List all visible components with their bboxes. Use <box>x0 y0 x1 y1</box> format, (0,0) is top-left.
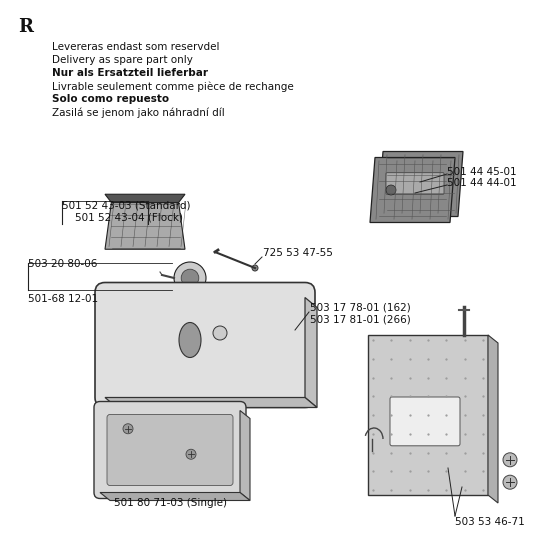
Text: Livrable seulement comme pièce de rechange: Livrable seulement comme pièce de rechan… <box>52 81 294 91</box>
Text: Delivery as spare part only: Delivery as spare part only <box>52 55 193 65</box>
Text: Nur als Ersatzteil lieferbar: Nur als Ersatzteil lieferbar <box>52 68 208 78</box>
Circle shape <box>174 262 206 294</box>
FancyBboxPatch shape <box>394 167 452 188</box>
Text: 503 20 80-06: 503 20 80-06 <box>28 259 97 269</box>
FancyBboxPatch shape <box>386 172 444 194</box>
Circle shape <box>186 449 196 459</box>
Text: R: R <box>18 18 33 36</box>
Text: 503 17 81-01 (266): 503 17 81-01 (266) <box>310 314 410 324</box>
Polygon shape <box>105 194 185 203</box>
Polygon shape <box>100 492 250 501</box>
Text: 501 44 44-01: 501 44 44-01 <box>447 178 517 188</box>
Text: 501 44 45-01: 501 44 45-01 <box>447 167 517 177</box>
Polygon shape <box>105 398 317 408</box>
Polygon shape <box>105 203 185 249</box>
FancyBboxPatch shape <box>107 414 233 486</box>
Text: 503 53 46-71: 503 53 46-71 <box>455 517 525 527</box>
Circle shape <box>252 265 258 271</box>
Text: 725 53 47-55: 725 53 47-55 <box>263 248 333 258</box>
Text: 503 17 78-01 (162): 503 17 78-01 (162) <box>310 303 410 313</box>
Text: Solo como repuesto: Solo como repuesto <box>52 94 169 104</box>
FancyBboxPatch shape <box>95 282 315 408</box>
Circle shape <box>503 453 517 467</box>
Circle shape <box>123 424 133 434</box>
Polygon shape <box>240 410 250 501</box>
Polygon shape <box>370 157 455 222</box>
Text: 501 52 43-04 (Flock): 501 52 43-04 (Flock) <box>75 213 183 223</box>
Circle shape <box>386 185 396 195</box>
Circle shape <box>503 475 517 489</box>
Ellipse shape <box>179 323 201 357</box>
Text: 501 80 71-03 (Single): 501 80 71-03 (Single) <box>114 498 226 508</box>
Text: Levereras endast som reservdel: Levereras endast som reservdel <box>52 42 220 52</box>
Text: 501-68 12-01: 501-68 12-01 <box>28 294 98 304</box>
FancyBboxPatch shape <box>94 402 246 498</box>
Polygon shape <box>305 297 317 408</box>
Text: 501 52 43-03 (Standard): 501 52 43-03 (Standard) <box>62 200 190 210</box>
FancyBboxPatch shape <box>390 397 460 446</box>
Text: Zasilá se jenom jako náhradní díl: Zasilá se jenom jako náhradní díl <box>52 107 225 118</box>
Polygon shape <box>378 152 463 217</box>
Circle shape <box>213 326 227 340</box>
Polygon shape <box>488 335 498 503</box>
Circle shape <box>394 179 404 189</box>
FancyBboxPatch shape <box>368 335 488 495</box>
Circle shape <box>181 269 199 287</box>
